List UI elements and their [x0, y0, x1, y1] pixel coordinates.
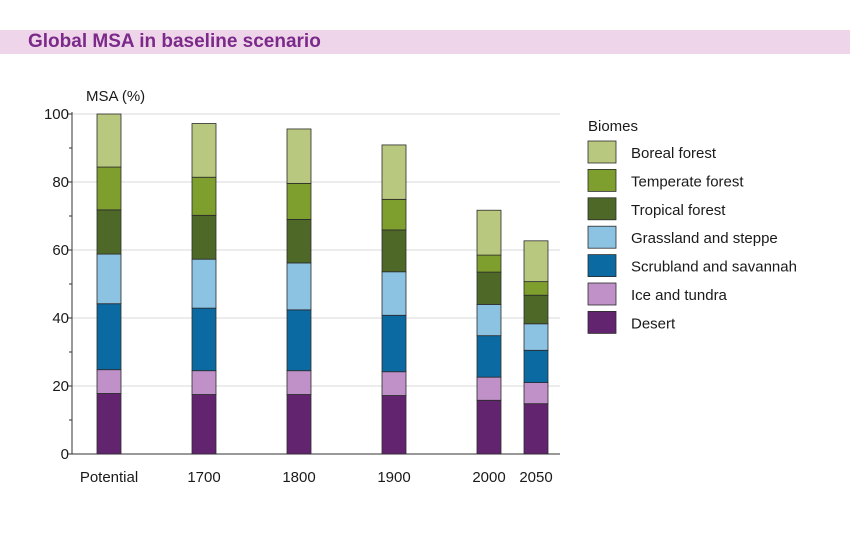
bar-segment — [191, 214, 217, 260]
y-tick-label: 60 — [52, 242, 69, 259]
chart-title: Global MSA in baseline scenario — [28, 31, 321, 52]
bar-segment — [191, 370, 217, 395]
legend-label: Desert — [631, 315, 676, 332]
bar-segment — [523, 349, 549, 383]
x-tick-label: Potential — [80, 469, 138, 486]
legend-swatch — [587, 140, 617, 164]
bar-segment — [523, 382, 549, 405]
legend-swatch — [587, 254, 617, 278]
y-tick-label: 80 — [52, 174, 69, 191]
bar-segment — [476, 376, 502, 401]
legend-label: Boreal forest — [631, 145, 717, 162]
bar-segment — [286, 262, 312, 311]
legend-swatch — [587, 310, 617, 334]
bar-segment — [96, 393, 122, 455]
legend-label: Scrubland and savannah — [631, 259, 797, 276]
bar-segment — [286, 218, 312, 264]
bar-segment — [191, 394, 217, 455]
bar-segment — [191, 258, 217, 309]
bar-segment — [286, 394, 312, 455]
y-tick-label: 100 — [44, 106, 69, 123]
bar-segment — [96, 166, 122, 211]
y-axis-label: MSA (%) — [86, 88, 145, 105]
legend-label: Ice and tundra — [631, 287, 728, 304]
bar-segment — [523, 403, 549, 455]
bar-segment — [96, 209, 122, 255]
legend-swatch — [587, 282, 617, 306]
y-tick-label: 40 — [52, 310, 69, 327]
bar-segment — [476, 335, 502, 378]
legend-swatch — [587, 197, 617, 221]
bar-segment — [286, 309, 312, 372]
y-tick-label: 0 — [61, 446, 69, 463]
bar-segment — [381, 314, 407, 373]
bar-segment — [96, 113, 122, 168]
bar-segment — [286, 128, 312, 184]
x-tick-label: 1700 — [187, 469, 220, 486]
x-tick-label: 2000 — [472, 469, 505, 486]
x-tick-label: 2050 — [519, 469, 552, 486]
legend-label: Tropical forest — [631, 202, 726, 219]
bar-segment — [381, 271, 407, 316]
x-tick-label: 1900 — [377, 469, 410, 486]
legend-title: Biomes — [588, 118, 638, 135]
bar-segment — [523, 281, 549, 296]
x-tick-label: 1800 — [282, 469, 315, 486]
bar-segment — [476, 254, 502, 273]
bar-segment — [381, 144, 407, 200]
legend-label: Grassland and steppe — [631, 230, 778, 247]
bar-segment — [191, 123, 217, 178]
bar-segment — [381, 395, 407, 455]
bar-segment — [191, 176, 217, 216]
bar-segment — [286, 182, 312, 220]
bar-segment — [476, 209, 502, 256]
bar-segment — [523, 240, 549, 283]
legend-swatch — [587, 168, 617, 192]
bar-segment — [476, 271, 502, 305]
bar-segment — [381, 371, 407, 396]
bar-segment — [191, 307, 217, 372]
legend-label: Temperate forest — [631, 173, 744, 190]
bar-segment — [381, 198, 407, 231]
y-tick-label: 20 — [52, 378, 69, 395]
legend-swatch — [587, 225, 617, 249]
bar-segment — [476, 399, 502, 455]
bar-segment — [523, 323, 549, 351]
bar-segment — [96, 369, 122, 394]
bar-segment — [96, 303, 122, 371]
bar-segment — [476, 303, 502, 337]
title-bar: Global MSA in baseline scenario — [0, 30, 850, 54]
bar-segment — [286, 370, 312, 395]
bar-segment — [523, 294, 549, 325]
bar-segment — [381, 229, 407, 273]
bar-segment — [96, 253, 122, 305]
